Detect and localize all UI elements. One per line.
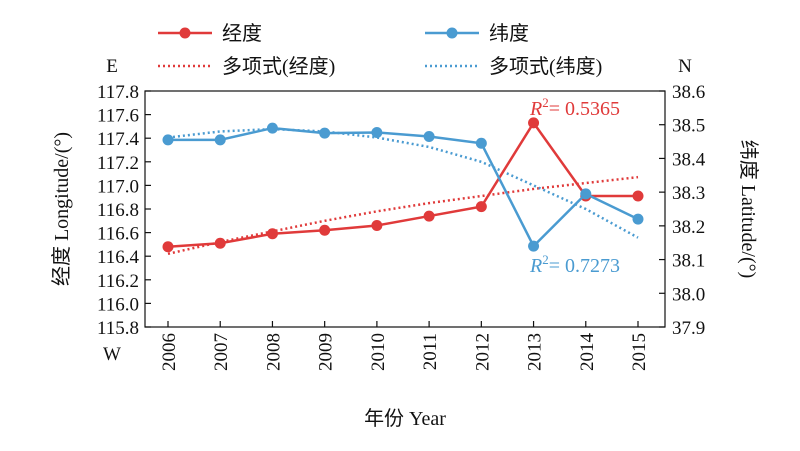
x-tick-label: 2009 [316, 333, 337, 371]
data-point-latitude [319, 127, 331, 139]
data-point-latitude [475, 137, 487, 149]
data-point-latitude [528, 240, 540, 252]
trendline-longitude [167, 175, 639, 256]
x-tick-label: 2013 [525, 333, 546, 371]
left-tick-label: 117.0 [97, 176, 139, 197]
trendline-latitude [167, 127, 639, 239]
r2-annotation-latitude: R2= 0.7273 [529, 252, 620, 277]
x-axis-title: 年份 Year [364, 407, 446, 430]
data-point-latitude [580, 188, 592, 200]
series-line-longitude [167, 120, 638, 249]
legend: 经度 纬度 多项式(经度) 多项式(纬度) [158, 22, 602, 78]
legend-label-latitude: 纬度 [489, 22, 529, 45]
right-tick-label: 38.1 [672, 251, 705, 272]
data-point-longitude [214, 237, 226, 249]
x-tick-label: 2015 [629, 333, 650, 371]
left-tick-label: 116.6 [97, 224, 139, 245]
right-axis-top-letter: N [678, 56, 692, 77]
right-tick-label: 38.3 [672, 183, 705, 204]
legend-item-latitude-trend: 多项式(纬度) [425, 55, 602, 78]
trendlines [167, 127, 639, 256]
y-axis-right-title: 纬度 Latitude/(°) [737, 140, 760, 279]
svg-text:R2= 0.5365: R2= 0.5365 [529, 95, 620, 120]
data-point-longitude [162, 241, 174, 253]
plot-frame [144, 90, 666, 328]
r2-annotation-longitude: R2= 0.5365 [529, 95, 620, 120]
right-tick-label: 37.9 [672, 318, 705, 339]
right-tick-label: 38.6 [672, 82, 705, 103]
data-point-longitude [371, 220, 383, 232]
legend-label-longitude: 经度 [222, 22, 262, 45]
left-tick-label: 117.2 [97, 153, 139, 174]
right-tick-label: 38.2 [672, 217, 705, 238]
left-tick-label: 115.8 [97, 318, 139, 339]
y-axis-left-title: 经度 Longitude/(°) [50, 132, 73, 286]
data-point-longitude [423, 210, 435, 222]
x-tick-label: 2008 [263, 333, 284, 371]
x-tick-label: 2007 [211, 333, 232, 371]
legend-item-longitude: 经度 [158, 22, 262, 45]
data-point-latitude [266, 122, 278, 134]
data-point-longitude [266, 228, 278, 240]
x-tick-label: 2006 [159, 333, 180, 371]
data-point-longitude [475, 201, 487, 213]
left-tick-label: 117.6 [97, 106, 139, 127]
legend-label-latitude-trend: 多项式(纬度) [489, 55, 602, 78]
left-tick-label: 116.0 [97, 294, 139, 315]
series-line-latitude [168, 126, 639, 249]
legend-label-longitude-trend: 多项式(经度) [222, 55, 335, 78]
right-tick-label: 38.4 [672, 149, 706, 170]
left-axis-top-letter: E [106, 56, 118, 77]
left-axis-bottom-letter: W [103, 344, 121, 365]
data-point-latitude [371, 126, 383, 138]
data-point-latitude [632, 213, 644, 225]
right-tick-label: 38.0 [672, 284, 705, 305]
left-tick-label: 116.2 [97, 271, 139, 292]
x-axis-ticks: 2006 2007 2008 2009 2010 2011 2012 2013 2014 2015 [159, 321, 650, 371]
legend-item-longitude-trend: 多项式(经度) [158, 55, 335, 78]
left-tick-label: 117.8 [97, 82, 139, 103]
data-point-longitude [319, 224, 331, 236]
right-axis-ticks: 37.9 38.0 38.1 38.2 38.3 38.4 38.5 38.6 [659, 82, 706, 339]
right-tick-label: 38.5 [672, 116, 705, 137]
svg-text:R2= 0.7273: R2= 0.7273 [529, 252, 620, 277]
x-tick-label: 2012 [472, 333, 493, 371]
x-tick-label: 2011 [420, 333, 441, 370]
data-point-latitude [214, 134, 226, 146]
data-point-longitude [632, 190, 644, 202]
left-tick-label: 116.4 [97, 247, 140, 268]
left-tick-label: 116.8 [97, 200, 139, 221]
x-tick-label: 2014 [577, 333, 598, 372]
data-point-latitude [423, 131, 435, 143]
x-tick-label: 2010 [368, 333, 389, 371]
legend-item-latitude: 纬度 [425, 22, 529, 45]
series-lines [162, 117, 644, 253]
left-tick-label: 117.4 [97, 129, 140, 150]
data-point-latitude [162, 134, 174, 146]
data-point-longitude [528, 117, 540, 129]
